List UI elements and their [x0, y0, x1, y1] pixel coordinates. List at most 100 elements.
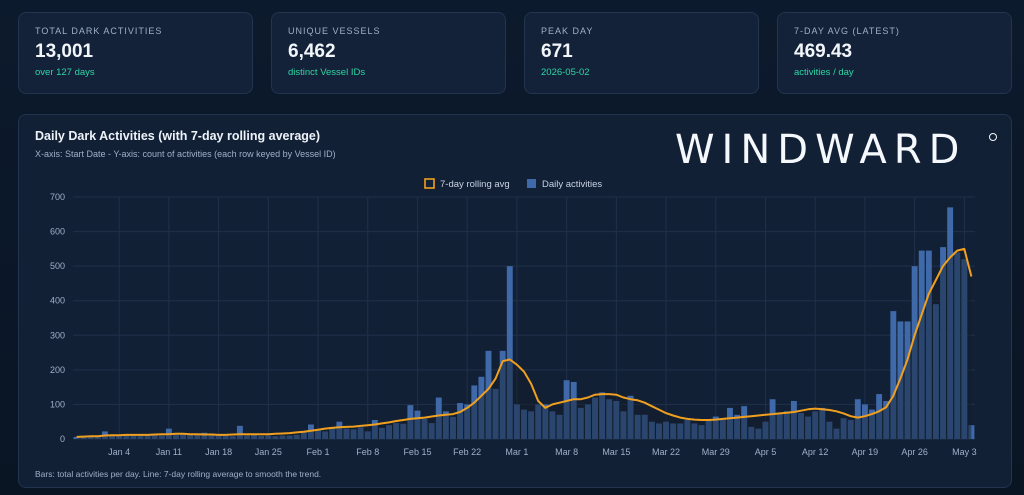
bar [222, 435, 229, 439]
bar [109, 434, 116, 439]
bar [350, 429, 357, 439]
y-tick-label: 400 [50, 296, 65, 306]
bar [847, 419, 854, 439]
bar [833, 428, 840, 439]
bar [663, 421, 669, 439]
bar [592, 397, 598, 439]
bar [471, 385, 478, 439]
bar [542, 404, 549, 439]
bar [180, 434, 187, 439]
bar [87, 436, 94, 439]
bar [244, 435, 250, 439]
bar [123, 435, 130, 439]
kpi-card-vessels: UNIQUE VESSELS 6,462 distinct Vessel IDs [271, 12, 506, 94]
kpi-value: 671 [541, 41, 573, 62]
bar [485, 350, 492, 439]
bar [265, 435, 272, 439]
kpi-value: 13,001 [35, 41, 94, 62]
bar [194, 434, 201, 439]
bar [208, 433, 215, 439]
bar [364, 431, 371, 439]
bar [705, 419, 712, 439]
y-tick-label: 600 [50, 227, 65, 237]
bar [130, 435, 137, 439]
bar [641, 414, 648, 439]
bar [755, 428, 762, 439]
bar [918, 250, 925, 439]
bar [805, 416, 812, 439]
bar [457, 403, 464, 439]
bar [464, 404, 471, 439]
bar [428, 423, 435, 439]
kpi-cards: TOTAL DARK ACTIVITIES 13,001 over 127 da… [18, 12, 1012, 96]
bar [478, 376, 485, 439]
bar [343, 428, 350, 439]
chart-subtitle: X-axis: Start Date - Y-axis: count of ac… [35, 149, 336, 159]
rolling-avg-line [76, 247, 973, 438]
bar [819, 407, 826, 439]
legend-line-swatch [424, 178, 435, 189]
kpi-value: 6,462 [288, 41, 336, 62]
bar [499, 350, 506, 439]
bar [854, 399, 861, 439]
y-tick-label: 200 [50, 365, 65, 375]
bar [925, 250, 932, 439]
bar [634, 414, 641, 439]
bar [144, 435, 151, 439]
x-tick-label: May 3 [952, 447, 977, 457]
bar [570, 381, 577, 439]
bar [670, 423, 677, 439]
x-tick-label: Feb 1 [307, 447, 330, 457]
bar [904, 321, 911, 439]
bar [94, 435, 101, 439]
bar [158, 435, 165, 439]
kpi-card-peak: PEAK DAY 671 2026-05-02 [524, 12, 759, 94]
bar [272, 436, 279, 439]
kpi-label: 7-DAY AVG (LATEST) [794, 26, 900, 36]
bar [251, 434, 258, 439]
daily-activities-chart: 0 100 200 300 400 500 600 700 Jan 4 Jan 11 Jan 18 J… [50, 178, 977, 457]
legend-label: Daily activities [542, 179, 602, 190]
bar [748, 426, 755, 439]
bar [954, 252, 961, 439]
bar [421, 418, 428, 439]
x-tick-label: Mar 15 [602, 447, 630, 457]
bar [940, 247, 946, 439]
x-tick-label: Feb 15 [403, 447, 431, 457]
x-tick-label: Mar 8 [555, 447, 578, 457]
kpi-label: UNIQUE VESSELS [288, 26, 381, 36]
bar [627, 395, 634, 439]
bar [776, 413, 783, 439]
kpi-value: 469.43 [794, 41, 853, 62]
y-tick-label: 300 [50, 330, 65, 340]
bar [734, 414, 741, 439]
bar [677, 423, 684, 439]
kpi-card-total: TOTAL DARK ACTIVITIES 13,001 over 127 da… [18, 12, 253, 94]
bar [535, 404, 542, 439]
bar [187, 433, 194, 439]
bar [528, 411, 535, 439]
bar [947, 207, 954, 439]
bar [698, 425, 705, 439]
bar [322, 431, 329, 439]
bar [393, 423, 400, 439]
chart-panel: 0 100 200 300 400 500 600 700 Jan 4 Jan 11 Jan 18 J… [18, 114, 1012, 488]
kpi-sub: 2026-05-02 [541, 67, 590, 78]
bar [293, 434, 300, 439]
bar [336, 421, 343, 439]
bar [727, 407, 733, 439]
rolling-avg-area [76, 248, 972, 439]
bar [741, 406, 748, 439]
bar [584, 404, 591, 439]
bar [229, 436, 236, 439]
bar [812, 411, 819, 439]
bar [883, 400, 890, 439]
kpi-label: TOTAL DARK ACTIVITIES [35, 26, 163, 36]
x-tick-label: Feb 22 [453, 447, 481, 457]
bar [599, 392, 606, 439]
bar [648, 421, 655, 439]
x-tick-label: Mar 22 [652, 447, 680, 457]
x-tick-label: Apr 5 [755, 447, 777, 457]
y-tick-label: 0 [60, 434, 65, 444]
bar [719, 418, 726, 439]
